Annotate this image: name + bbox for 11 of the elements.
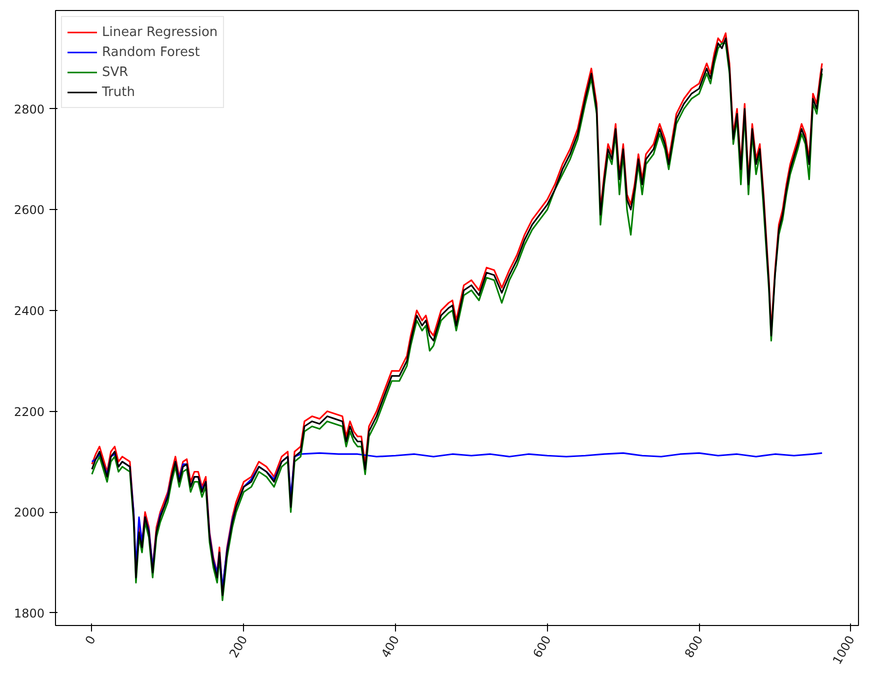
- legend-label: Linear Regression: [102, 24, 218, 41]
- legend-label: Truth: [102, 84, 135, 101]
- y-tick-label: 1800: [14, 606, 45, 620]
- y-tick-label: 2800: [14, 102, 45, 116]
- y-tick-label: 2200: [14, 404, 45, 419]
- x-tick-label: 0: [82, 633, 98, 647]
- y-tick-label: 2000: [14, 506, 45, 520]
- legend-label: SVR: [102, 64, 128, 81]
- legend-label: Random Forest: [102, 44, 200, 61]
- y-tick-label: 2600: [14, 203, 45, 218]
- y-tick-label: 2400: [14, 304, 45, 318]
